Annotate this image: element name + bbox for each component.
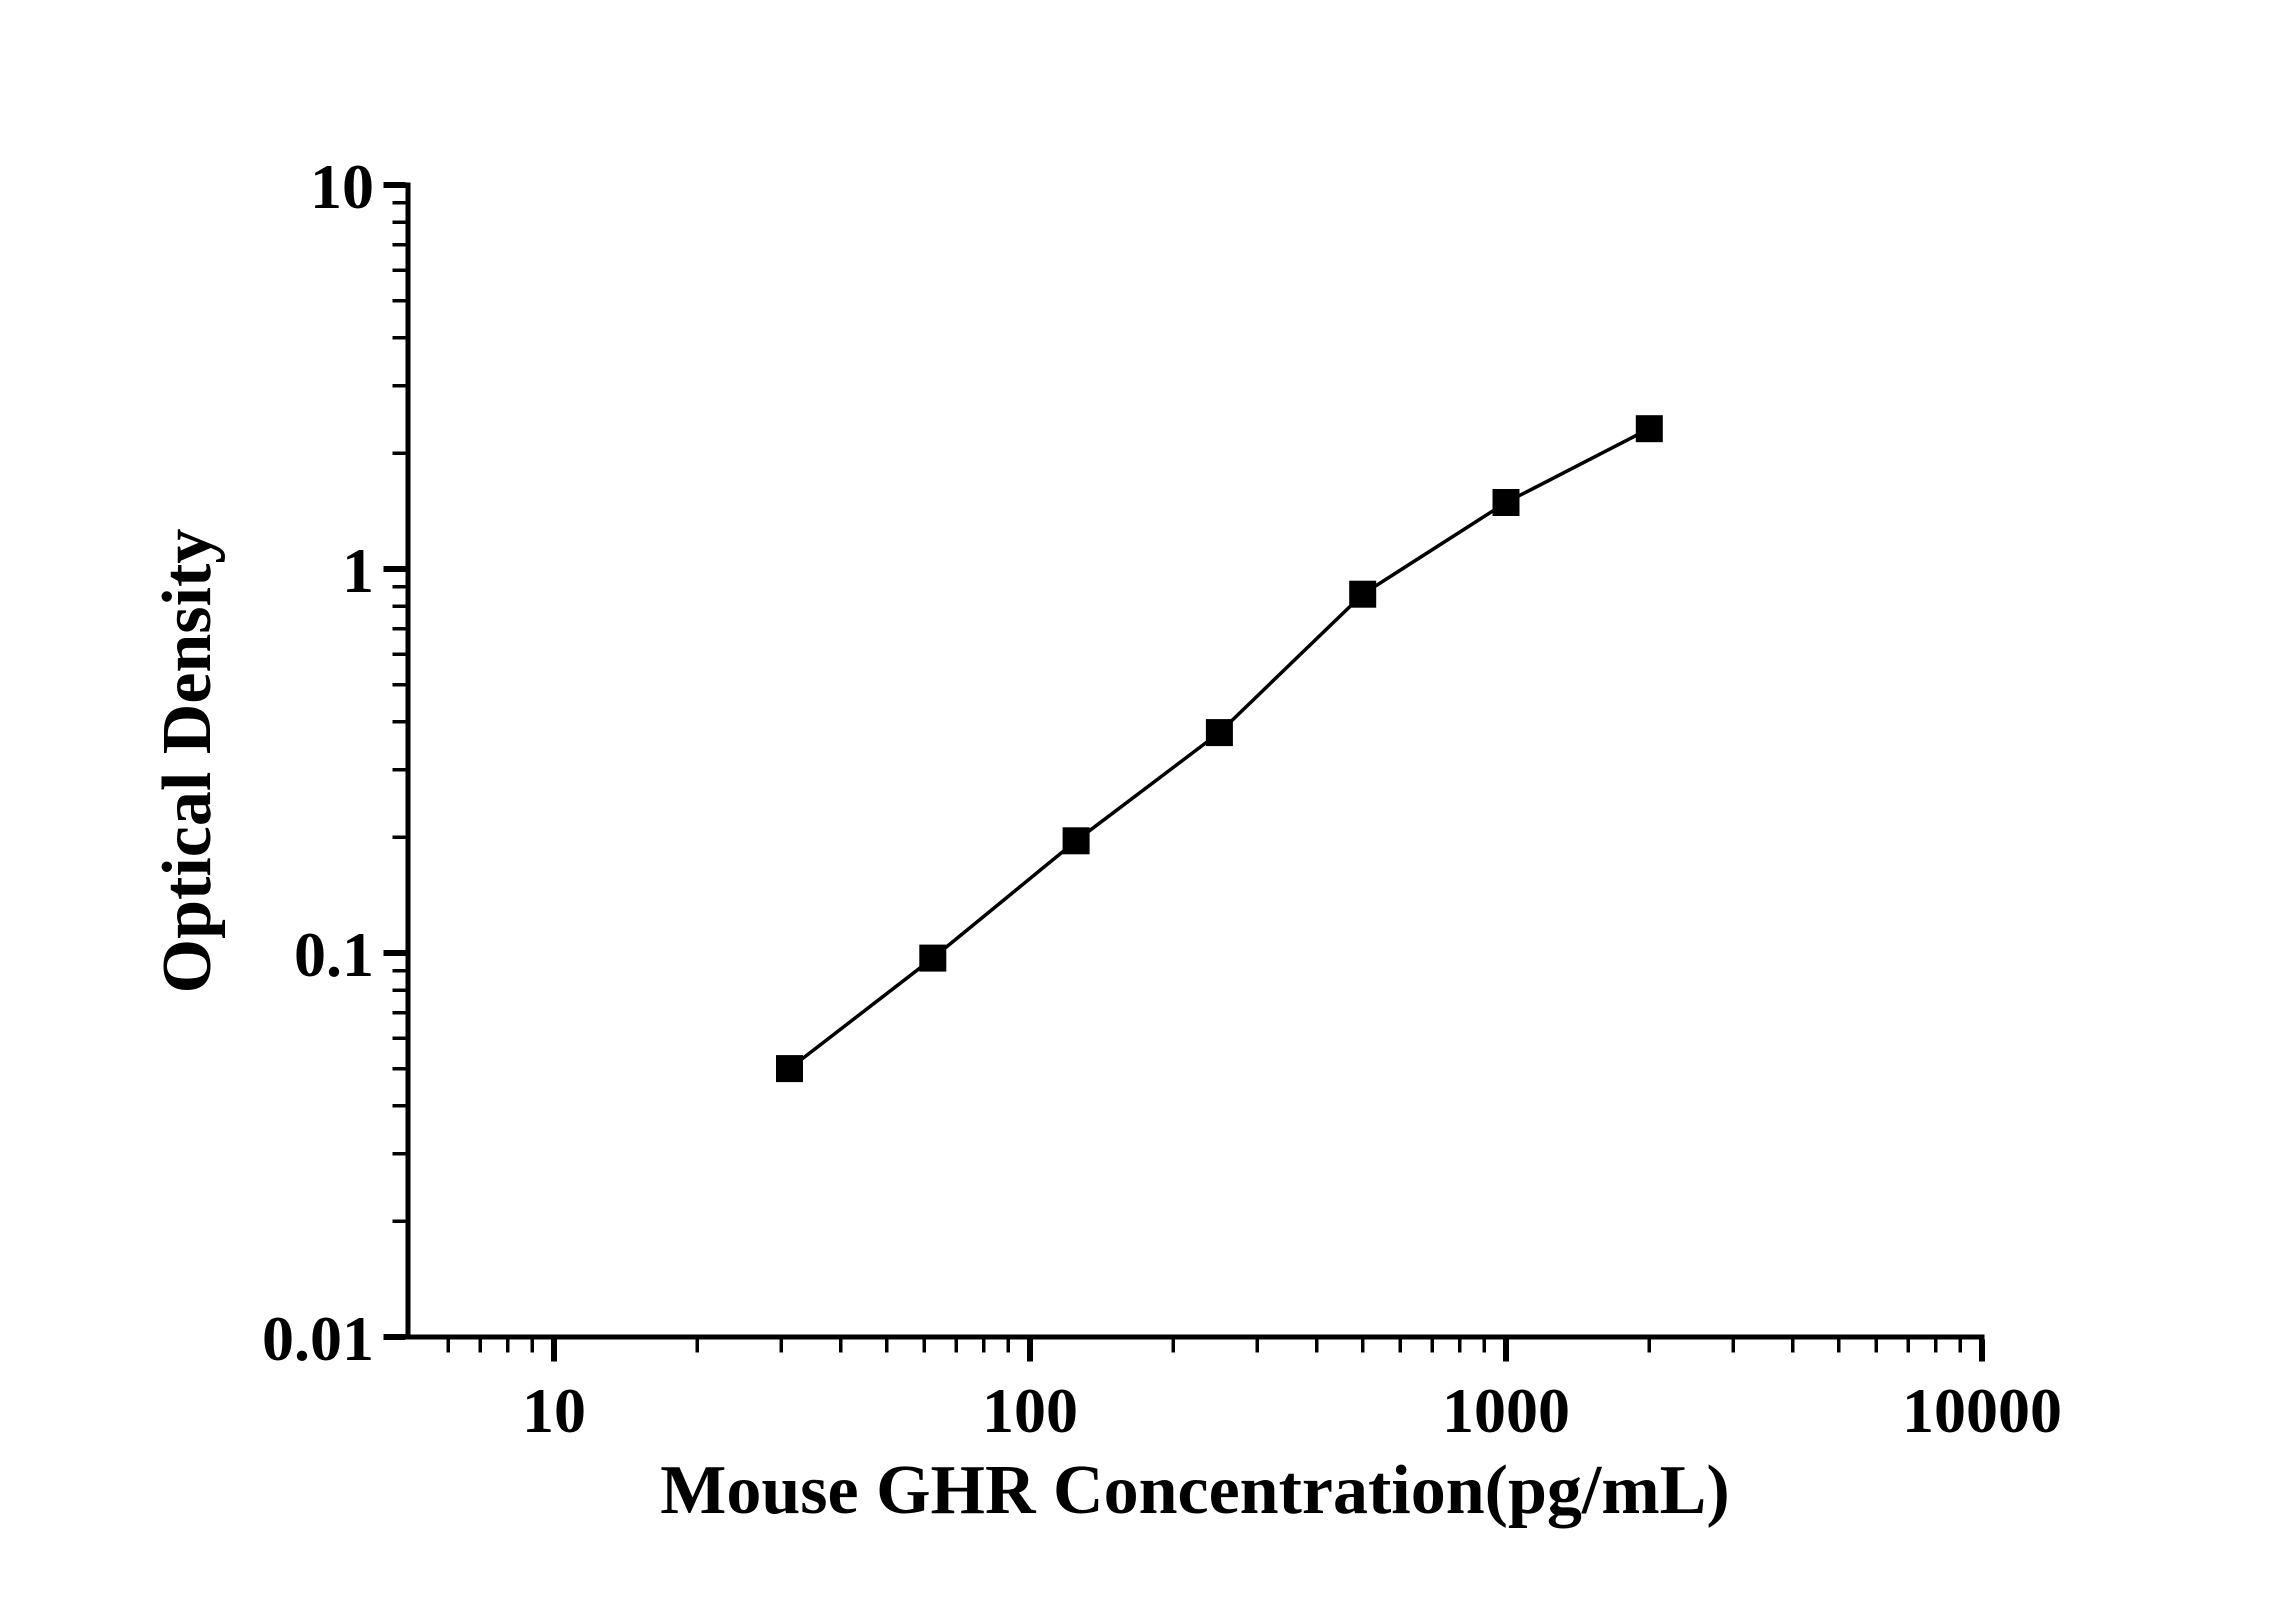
x-tick-label-10: 10 — [522, 1375, 586, 1446]
x-tick-label-1000: 1000 — [1442, 1375, 1570, 1446]
curve-line-standard-curve — [788, 427, 1651, 1070]
y-tick-label-0.1: 0.1 — [294, 919, 374, 990]
y-tick-label-10: 10 — [310, 151, 374, 222]
data-point-marker-1000 — [1492, 489, 1520, 516]
series-layer — [776, 415, 1663, 1083]
y-tick-label-0.01: 0.01 — [262, 1303, 374, 1374]
data-point-marker-2000 — [1635, 415, 1663, 443]
x-axis-title: Mouse GHR Concentration(pg/mL) — [660, 1452, 1729, 1529]
x-tick-label-100: 100 — [982, 1375, 1078, 1446]
axes-layer: 10 100 1000 10000 10 1 0.1 0.01 — [262, 151, 2062, 1446]
data-point-marker-62.5 — [919, 944, 947, 972]
data-point-marker-500 — [1349, 580, 1377, 608]
data-point-marker-31.25 — [776, 1055, 803, 1083]
x-tick-label-10000: 10000 — [1902, 1375, 2062, 1446]
data-point-marker-125 — [1062, 827, 1090, 855]
y-tick-label-1: 1 — [342, 535, 374, 606]
y-axis-title: Optical Density — [149, 529, 226, 994]
data-point-marker-250 — [1205, 719, 1233, 747]
